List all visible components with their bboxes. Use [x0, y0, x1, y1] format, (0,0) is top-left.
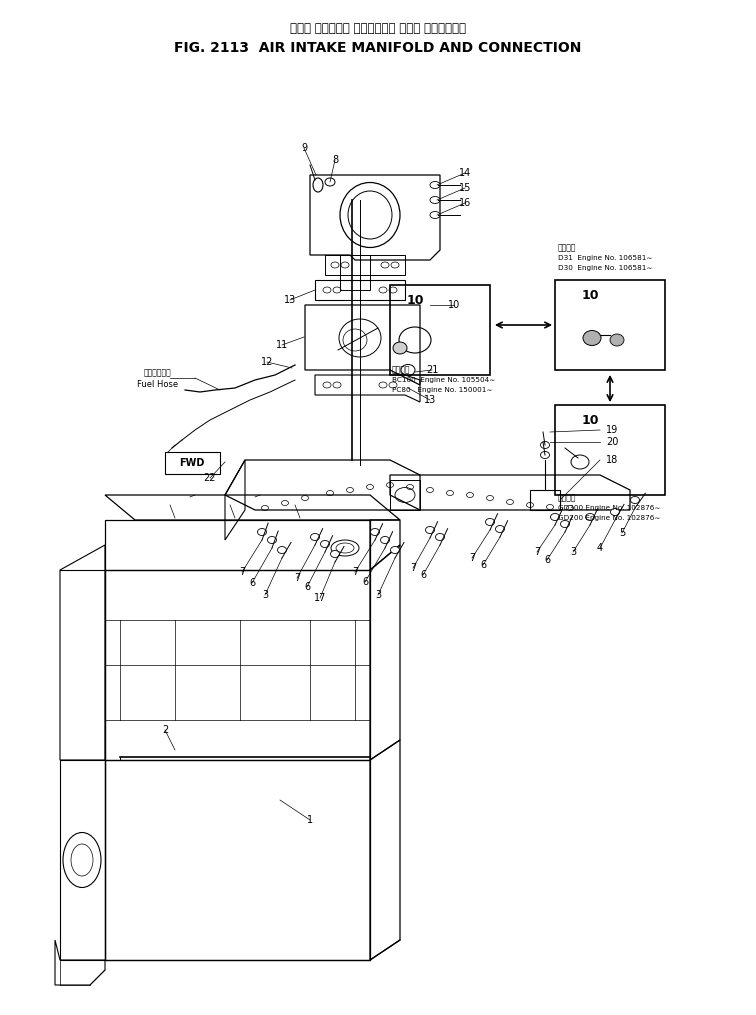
- Bar: [555, 405, 665, 495]
- Text: 7: 7: [534, 547, 540, 557]
- Text: 14: 14: [459, 168, 471, 178]
- Text: 21: 21: [426, 365, 438, 375]
- Ellipse shape: [435, 534, 445, 541]
- Text: 11: 11: [276, 340, 288, 350]
- Ellipse shape: [380, 537, 389, 543]
- Text: 6: 6: [420, 570, 426, 580]
- Text: 適用号等: 適用号等: [558, 493, 577, 502]
- Text: 9: 9: [301, 143, 307, 153]
- Ellipse shape: [391, 546, 399, 553]
- Ellipse shape: [583, 331, 601, 345]
- Text: 20: 20: [606, 437, 618, 447]
- Text: BC100  Engine No. 105504∼: BC100 Engine No. 105504∼: [392, 377, 495, 383]
- Text: 4: 4: [597, 543, 603, 553]
- Text: D31  Engine No. 106581∼: D31 Engine No. 106581∼: [558, 255, 652, 261]
- Ellipse shape: [430, 197, 440, 203]
- Text: 1: 1: [307, 815, 313, 825]
- Text: 5: 5: [619, 528, 625, 538]
- Text: 10: 10: [581, 413, 599, 426]
- Ellipse shape: [610, 334, 624, 346]
- Ellipse shape: [268, 537, 277, 543]
- Ellipse shape: [321, 541, 330, 547]
- Text: 10: 10: [406, 293, 424, 307]
- Text: 6: 6: [544, 555, 550, 565]
- Text: 10: 10: [448, 300, 460, 310]
- Ellipse shape: [258, 529, 267, 536]
- Text: 13: 13: [284, 295, 296, 304]
- Bar: [165, 452, 220, 474]
- Text: 16: 16: [459, 198, 471, 208]
- Text: 8: 8: [332, 155, 338, 165]
- Text: 18: 18: [606, 455, 618, 465]
- Text: 7: 7: [410, 563, 416, 573]
- Text: D30  Engine No. 106581∼: D30 Engine No. 106581∼: [558, 265, 652, 271]
- Ellipse shape: [585, 514, 594, 521]
- Text: 適用号等: 適用号等: [558, 244, 577, 253]
- Text: エアー インテーク マニホールド および コネクション: エアー インテーク マニホールド および コネクション: [290, 21, 466, 35]
- Ellipse shape: [325, 178, 335, 186]
- Text: 3: 3: [375, 590, 381, 600]
- Text: GD300 Engine No. 102876∼: GD300 Engine No. 102876∼: [558, 505, 661, 511]
- Ellipse shape: [311, 534, 320, 541]
- Text: FWD: FWD: [179, 458, 205, 468]
- Text: FIG. 2113  AIR INTAKE MANIFOLD AND CONNECTION: FIG. 2113 AIR INTAKE MANIFOLD AND CONNEC…: [175, 41, 581, 55]
- Ellipse shape: [495, 526, 504, 533]
- Ellipse shape: [430, 211, 440, 218]
- Text: 10: 10: [581, 288, 599, 301]
- Text: 17: 17: [314, 593, 326, 603]
- Text: 6: 6: [304, 582, 310, 592]
- Ellipse shape: [631, 496, 640, 503]
- Text: 3: 3: [570, 547, 576, 557]
- Text: 7: 7: [294, 573, 300, 583]
- Ellipse shape: [426, 527, 435, 534]
- Text: 22: 22: [204, 473, 216, 483]
- Bar: [555, 280, 665, 370]
- Text: 12: 12: [261, 357, 273, 367]
- Text: 7: 7: [239, 567, 245, 577]
- Text: 2: 2: [162, 725, 168, 735]
- Ellipse shape: [541, 442, 550, 449]
- Text: 3: 3: [262, 590, 268, 600]
- Text: フェルホース: フェルホース: [144, 368, 172, 378]
- Ellipse shape: [560, 521, 569, 528]
- Ellipse shape: [430, 182, 440, 189]
- Ellipse shape: [611, 509, 619, 516]
- Text: GD200 Engine No. 102876∼: GD200 Engine No. 102876∼: [558, 515, 661, 521]
- Text: PC80   Engine No. 150001∼: PC80 Engine No. 150001∼: [392, 387, 492, 393]
- Ellipse shape: [485, 519, 494, 526]
- Text: 6: 6: [480, 560, 486, 570]
- Text: 7: 7: [352, 567, 358, 577]
- Text: 6: 6: [249, 578, 255, 588]
- Text: 7: 7: [469, 553, 475, 563]
- Text: Fuel Hose: Fuel Hose: [138, 380, 178, 389]
- Ellipse shape: [393, 342, 407, 354]
- Ellipse shape: [277, 546, 287, 553]
- Ellipse shape: [370, 529, 380, 536]
- Text: 13: 13: [424, 395, 436, 405]
- Ellipse shape: [550, 514, 559, 521]
- Ellipse shape: [330, 550, 339, 557]
- Text: 適用号等: 適用号等: [392, 365, 411, 375]
- Bar: [390, 285, 490, 375]
- Text: 19: 19: [606, 425, 618, 435]
- Text: 15: 15: [459, 183, 471, 193]
- Text: 6: 6: [362, 577, 368, 587]
- Ellipse shape: [541, 452, 550, 459]
